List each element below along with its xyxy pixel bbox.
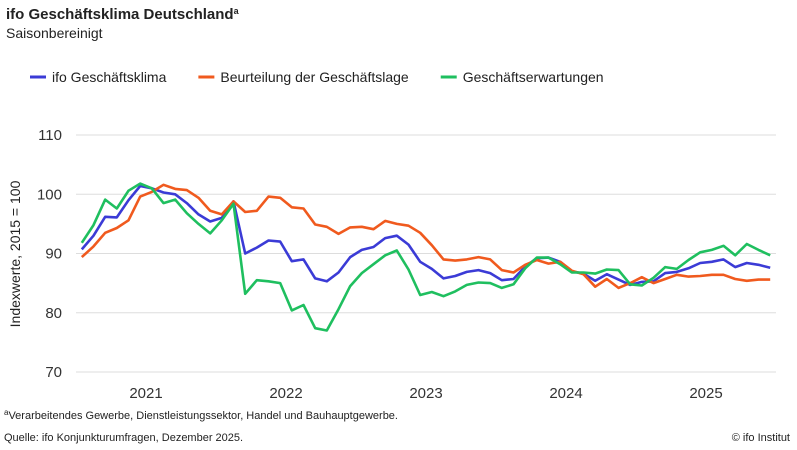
footnote-text: Verarbeitendes Gewerbe, Dienstleistungss… <box>8 410 398 422</box>
x-tick-label: 2024 <box>549 385 582 402</box>
series-line <box>80 182 771 332</box>
y-tick-label: 90 <box>45 246 62 263</box>
y-axis-label: Indexwerte, 2015 = 100 <box>7 180 23 327</box>
legend-label: Beurteilung der Geschäftslage <box>220 69 409 85</box>
y-tick-label: 80 <box>45 305 62 322</box>
series-line <box>80 184 771 287</box>
y-tick-label: 70 <box>45 364 62 381</box>
title-marker: a <box>234 6 240 16</box>
footnote: aVerarbeitendes Gewerbe, Dienstleistungs… <box>4 408 398 422</box>
chart-title: ifo Geschäftsklima Deutschlanda <box>6 6 240 23</box>
y-tick-label: 110 <box>38 127 62 144</box>
credit: © ifo Institut <box>732 432 790 444</box>
source: Quelle: ifo Konjunkturumfragen, Dezember… <box>4 432 243 444</box>
x-tick-label: 2025 <box>689 385 722 402</box>
x-tick-label: 2022 <box>269 385 302 402</box>
chart-subtitle: Saisonbereinigt <box>6 25 103 41</box>
legend-label: ifo Geschäftsklima <box>52 69 167 85</box>
x-tick-label: 2021 <box>129 385 162 402</box>
title-text: ifo Geschäftsklima Deutschland <box>6 6 234 23</box>
footnote-marker: a <box>4 408 9 417</box>
y-tick-label: 100 <box>37 186 62 203</box>
series-line <box>80 183 771 290</box>
legend-label: Geschäftserwartungen <box>463 69 604 85</box>
x-tick-label: 2023 <box>409 385 442 402</box>
